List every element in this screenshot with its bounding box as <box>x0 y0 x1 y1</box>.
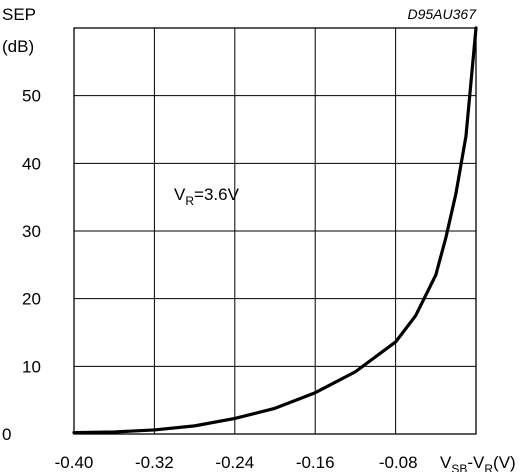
y-axis-label-line2: (dB) <box>2 37 34 56</box>
y-tick-labels: 0 10 20 30 40 50 <box>2 87 41 444</box>
curve-annotation: VR=3.6V <box>174 185 240 208</box>
x-tick-label: -0.40 <box>55 453 94 472</box>
y-tick-label: 0 <box>2 425 11 444</box>
y-tick-label: 30 <box>22 222 41 241</box>
x-tick-label: -0.08 <box>379 453 418 472</box>
series-line <box>72 26 478 435</box>
y-tick-label: 20 <box>22 290 41 309</box>
plot-frame <box>73 27 477 435</box>
annotation-value: =3.6V <box>194 185 240 204</box>
grid <box>74 28 476 434</box>
y-tick-label: 40 <box>22 154 41 173</box>
x-label-sub1: SB <box>451 462 467 472</box>
annotation-main: V <box>174 185 186 204</box>
figure-code: D95AU367 <box>408 6 478 22</box>
annotation-sub: R <box>185 194 194 208</box>
x-tick-label: -0.24 <box>215 453 254 472</box>
x-tick-label: -0.32 <box>135 453 174 472</box>
x-label-main: V <box>440 453 452 472</box>
y-tick-label: 50 <box>22 87 41 106</box>
x-tick-labels: -0.40 -0.32 -0.24 -0.16 -0.08 <box>55 453 418 472</box>
x-axis-label: VSB-VR(V) <box>440 453 516 472</box>
x-label-mid: -V <box>467 453 485 472</box>
x-label-unit: (V) <box>493 453 516 472</box>
x-tick-label: -0.16 <box>296 453 335 472</box>
y-tick-label: 10 <box>22 357 41 376</box>
y-axis-label-line1: SEP <box>2 5 36 24</box>
x-label-sub2: R <box>484 462 493 472</box>
